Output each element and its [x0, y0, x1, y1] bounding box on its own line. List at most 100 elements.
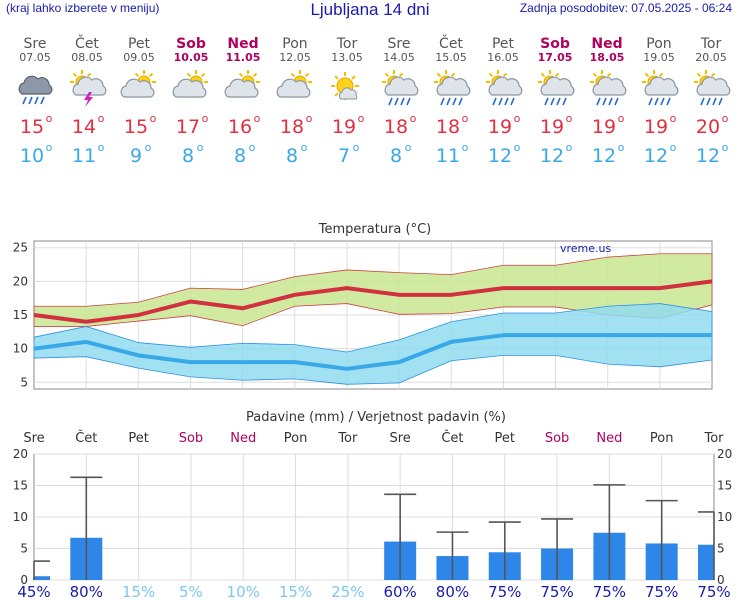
- degree-symbol: o: [566, 112, 573, 125]
- x-tick-label: Ned: [230, 431, 256, 446]
- degree-symbol: o: [566, 141, 573, 154]
- degree-symbol: o: [145, 141, 152, 154]
- day-date: 09.05: [123, 51, 155, 64]
- max-temp: 14: [72, 116, 96, 138]
- sun-cloud-icon: [172, 70, 208, 98]
- chart-title: Padavine (mm) / Verjetnost padavin (%): [246, 410, 506, 425]
- chart-title: Temperatura (°C): [318, 222, 431, 237]
- degree-symbol: o: [722, 141, 729, 154]
- day-name: Sre: [388, 36, 411, 52]
- error-bar: [541, 518, 574, 580]
- sun-cloud-icon: [276, 70, 312, 98]
- y-tick-label: 25: [13, 241, 28, 255]
- max-temp: 19: [332, 116, 356, 138]
- sun-cloud-icon: [224, 70, 260, 98]
- sun-rain-cloud-icon: [538, 70, 575, 106]
- day-name: Sob: [176, 36, 206, 52]
- sun-rain-cloud-icon: [434, 70, 471, 106]
- x-tick-label: Pon: [284, 431, 308, 446]
- degree-symbol: o: [410, 112, 417, 125]
- error-bar: [488, 521, 521, 580]
- day-date: 11.05: [226, 51, 261, 64]
- rain-cloud-icon: [18, 75, 53, 105]
- degree-symbol: o: [46, 112, 53, 125]
- min-temp: 10: [20, 145, 44, 167]
- degree-symbol: o: [618, 112, 625, 125]
- precipitation-chart: 0 0 5 5 10 10 15 15 20 20 Padavine (mm) / Verjetno…: [13, 410, 733, 600]
- day-name: Čet: [439, 34, 463, 52]
- x-tick-label: Ned: [596, 431, 622, 446]
- sun-rain-cloud-icon: [694, 70, 731, 106]
- min-temp: 7: [338, 145, 350, 167]
- y-tick-label: 0: [20, 573, 28, 587]
- y-tick-label-right: 5: [717, 542, 725, 556]
- degree-symbol: o: [405, 141, 412, 154]
- min-temp: 8: [234, 145, 246, 167]
- min-temp: 12: [488, 145, 512, 167]
- day-name: Tor: [336, 36, 358, 52]
- max-temp-line: [33, 279, 713, 324]
- day-date: 12.05: [279, 51, 311, 64]
- degree-symbol: o: [98, 141, 105, 154]
- probability-label: 75%: [593, 583, 626, 600]
- x-tick-label: Pet: [128, 431, 148, 446]
- day-date: 07.05: [19, 51, 51, 64]
- y-tick-label: 5: [20, 542, 28, 556]
- x-tick-label: Sob: [545, 431, 569, 446]
- day-name: Pon: [282, 36, 307, 52]
- day-date: 17.05: [538, 51, 573, 64]
- y-tick-label: 15: [13, 308, 28, 322]
- y-tick-label-right: 0: [717, 573, 725, 587]
- day-name: Tor: [700, 36, 722, 52]
- x-tick-label: Pet: [495, 431, 515, 446]
- day-date: 18.05: [590, 51, 625, 64]
- day-date: 19.05: [643, 51, 675, 64]
- error-bar: [33, 560, 50, 580]
- day-date: 15.05: [435, 51, 467, 64]
- x-tick-label: Pon: [650, 431, 674, 446]
- day-date: 08.05: [71, 51, 103, 64]
- probability-label: 45%: [17, 583, 50, 600]
- day-date: 13.05: [331, 51, 363, 64]
- degree-symbol: o: [202, 112, 209, 125]
- min-temp: 12: [540, 145, 564, 167]
- degree-symbol: o: [46, 141, 53, 154]
- max-temp: 15: [20, 116, 44, 138]
- degree-symbol: o: [358, 112, 365, 125]
- page-title: Ljubljana 14 dni: [310, 0, 430, 19]
- probability-label: 60%: [383, 583, 416, 600]
- degree-symbol: o: [301, 141, 308, 154]
- probability-label: 75%: [645, 583, 678, 600]
- max-temp: 19: [488, 116, 512, 138]
- y-tick-label: 20: [13, 447, 28, 461]
- min-temp: 8: [286, 145, 298, 167]
- degree-symbol: o: [514, 141, 521, 154]
- day-name: Ned: [227, 36, 258, 52]
- min-temp-range-band: [33, 303, 713, 385]
- y-tick-label-right: 10: [717, 510, 732, 524]
- max-temp: 18: [280, 116, 304, 138]
- degree-symbol: o: [306, 112, 313, 125]
- probability-label: 80%: [70, 583, 103, 600]
- sun-rain-cloud-icon: [486, 70, 523, 106]
- probability-label: 5%: [179, 583, 203, 600]
- y-tick-label: 20: [13, 274, 28, 288]
- error-bar: [645, 499, 678, 580]
- min-temp: 8: [390, 145, 402, 167]
- max-temp: 19: [540, 116, 564, 138]
- min-temp: 11: [436, 145, 460, 167]
- degree-symbol: o: [249, 141, 256, 154]
- max-temp: 16: [228, 116, 252, 138]
- day-date: 14.05: [383, 51, 415, 64]
- max-temp: 19: [644, 116, 668, 138]
- degree-symbol: o: [353, 141, 360, 154]
